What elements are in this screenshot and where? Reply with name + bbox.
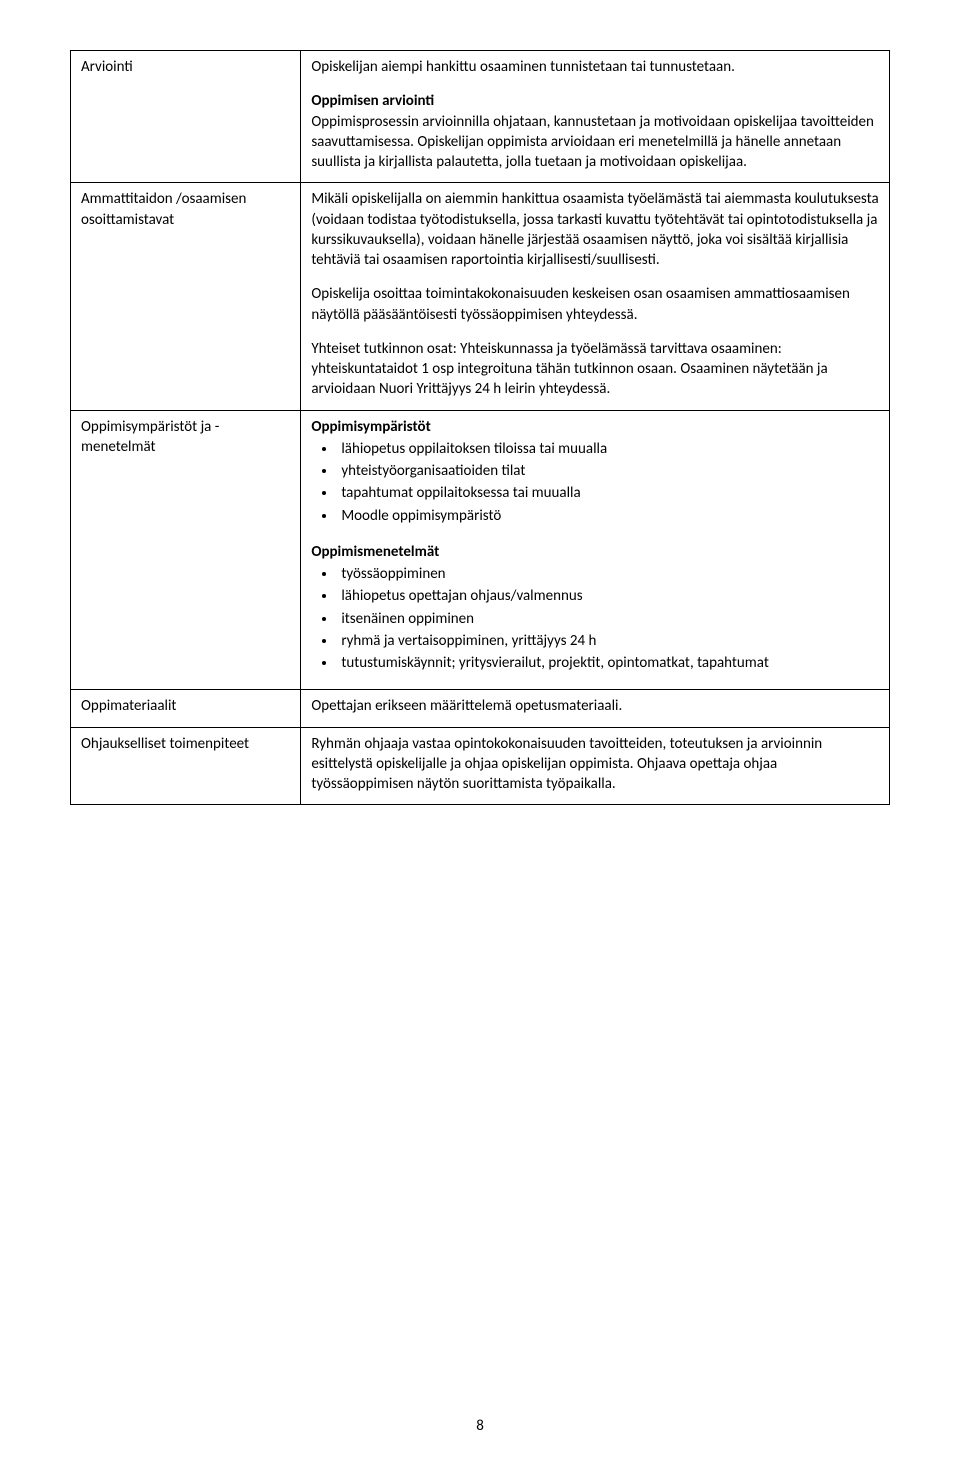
body-text: Oppimisprosessin arvioinnilla ohjataan, … [311, 113, 874, 172]
page-number: 8 [0, 1417, 960, 1435]
row-label-cell: Oppimisympäristöt ja -menetelmät [71, 410, 301, 690]
list-item: lähiopetus opettajan ohjaus/valmennus [337, 586, 879, 606]
table-row: Arviointi Opiskelijan aiempi hankittu os… [71, 51, 890, 183]
section-heading: Oppimismenetelmät [311, 542, 879, 562]
list-item: yhteistyöorganisaatioiden tilat [337, 461, 879, 481]
body-text: Opiskelija osoittaa toimintakokonaisuude… [311, 284, 879, 325]
body-text: Opettajan erikseen määrittelemä opetusma… [311, 697, 622, 715]
row-label: Oppimisympäristöt ja -menetelmät [81, 418, 219, 456]
row-content-cell: Opiskelijan aiempi hankittu osaaminen tu… [301, 51, 890, 183]
body-text: Yhteiset tutkinnon osat: Yhteiskunnassa … [311, 339, 879, 400]
list-item: työssäoppiminen [337, 564, 879, 584]
list-item: tutustumiskäynnit; yritysvierailut, proj… [337, 653, 879, 673]
list-item: lähiopetus oppilaitoksen tiloissa tai mu… [337, 439, 879, 459]
row-label: Oppimateriaalit [81, 697, 176, 715]
row-label: Arviointi [81, 58, 133, 76]
list-item: ryhmä ja vertaisoppiminen, yrittäjyys 24… [337, 631, 879, 651]
table-row: Ammattitaidon /osaamisen osoittamistavat… [71, 183, 890, 410]
table-row: Oppimisympäristöt ja -menetelmät Oppimis… [71, 410, 890, 690]
page-container: Arviointi Opiskelijan aiempi hankittu os… [0, 0, 960, 1459]
body-text: Ryhmän ohjaaja vastaa opintokokonaisuude… [311, 735, 822, 794]
list-item: tapahtumat oppilaitoksessa tai muualla [337, 483, 879, 503]
table-row: Oppimateriaalit Opettajan erikseen määri… [71, 690, 890, 727]
row-label: Ammattitaidon /osaamisen osoittamistavat [81, 190, 246, 228]
list-item: itsenäinen oppiminen [337, 609, 879, 629]
row-content-cell: Mikäli opiskelijalla on aiemmin hankittu… [301, 183, 890, 410]
row-label-cell: Oppimateriaalit [71, 690, 301, 727]
section-heading: Oppimisen arviointi [311, 92, 434, 110]
bullet-list: lähiopetus oppilaitoksen tiloissa tai mu… [311, 439, 879, 526]
content-table: Arviointi Opiskelijan aiempi hankittu os… [70, 50, 890, 805]
bullet-list: työssäoppiminen lähiopetus opettajan ohj… [311, 564, 879, 673]
row-content-cell: Ryhmän ohjaaja vastaa opintokokonaisuude… [301, 727, 890, 805]
body-text: Opiskelijan aiempi hankittu osaaminen tu… [311, 57, 879, 77]
body-text: Oppimisen arviointi Oppimisprosessin arv… [311, 91, 879, 172]
row-label-cell: Ohjaukselliset toimenpiteet [71, 727, 301, 805]
row-label: Ohjaukselliset toimenpiteet [81, 735, 249, 753]
row-content-cell: Oppimisympäristöt lähiopetus oppilaitoks… [301, 410, 890, 690]
section-heading: Oppimisympäristöt [311, 417, 879, 437]
body-text: Mikäli opiskelijalla on aiemmin hankittu… [311, 189, 879, 270]
row-content-cell: Opettajan erikseen määrittelemä opetusma… [301, 690, 890, 727]
list-item: Moodle oppimisympäristö [337, 506, 879, 526]
row-label-cell: Ammattitaidon /osaamisen osoittamistavat [71, 183, 301, 410]
spacer [311, 532, 879, 542]
table-row: Ohjaukselliset toimenpiteet Ryhmän ohjaa… [71, 727, 890, 805]
row-label-cell: Arviointi [71, 51, 301, 183]
